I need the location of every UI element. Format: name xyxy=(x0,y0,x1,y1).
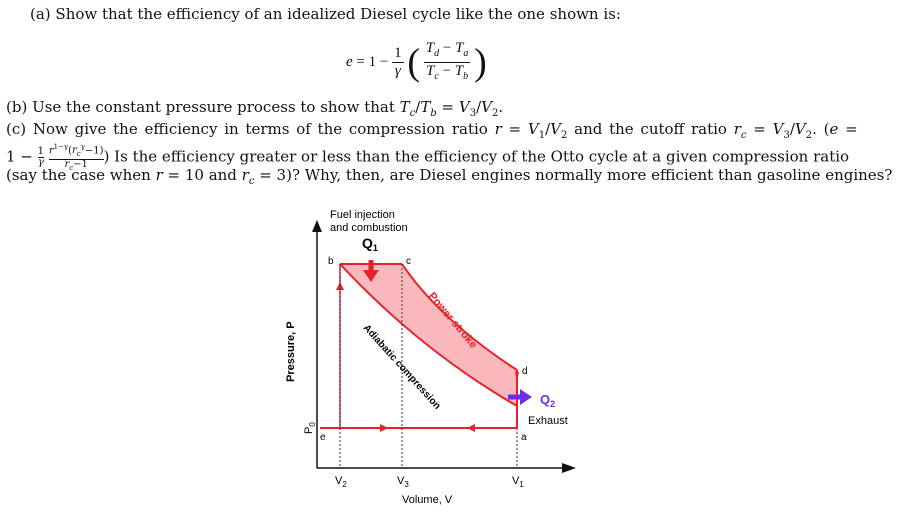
arrow-intake-right-icon xyxy=(380,424,388,432)
point-b-label: b xyxy=(328,256,334,267)
point-d-label: d xyxy=(522,366,528,377)
part-c-line-3: (say the case when r = 10 and rc = 3)? W… xyxy=(6,166,893,187)
p0-label: P0 xyxy=(303,422,317,434)
combustion-label: and combustion xyxy=(330,222,408,234)
point-c-label: c xyxy=(406,256,411,267)
adiabatic-compression-curve xyxy=(339,263,518,407)
part-c-line-1: (c) Now give the efficiency in terms of … xyxy=(6,120,858,141)
pressure-axis-label: Pressure, P xyxy=(285,321,297,382)
cycle-work-area xyxy=(340,264,517,406)
v1-label: V1 xyxy=(512,475,524,489)
arrow-d-down-icon xyxy=(515,372,519,382)
part-a-text: (a) Show that the efficiency of an ideal… xyxy=(30,5,621,23)
pressure-axis-arrow-icon xyxy=(312,220,322,232)
volume-axis-label: Volume, V xyxy=(402,494,453,506)
power-stroke-curve xyxy=(401,263,518,371)
q2-label: Q2 xyxy=(540,392,555,409)
v2-label: V2 xyxy=(335,475,347,489)
part-b-text: (b) Use the constant pressure process to… xyxy=(6,98,504,119)
fuel-injection-label: Fuel injection xyxy=(330,209,395,221)
point-a-label: a xyxy=(521,432,527,443)
q2-arrow-icon xyxy=(520,389,532,405)
fraction-temperatures: Td − Ta Tc − Tb xyxy=(423,40,471,82)
efficiency-equation: e = 1 − 1 γ ( Td − Ta Tc − Tb ) xyxy=(346,40,487,84)
exhaust-label: Exhaust xyxy=(528,415,568,427)
q1-label: Q1 xyxy=(362,235,378,253)
v3-label: V3 xyxy=(397,475,409,489)
volume-axis-arrow-icon xyxy=(562,463,576,473)
point-e-label: e xyxy=(320,432,326,443)
fraction-one-over-gamma: 1 γ xyxy=(392,45,404,79)
arrow-exhaust-left-icon xyxy=(467,424,475,432)
q1-arrow-icon xyxy=(363,270,379,282)
